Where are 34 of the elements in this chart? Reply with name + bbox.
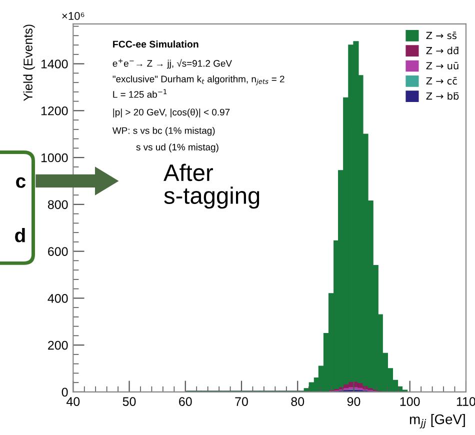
x-tick-label: 90 xyxy=(347,397,360,406)
legend-label: Z → dd̄ xyxy=(426,46,458,54)
x-tick-label: 100 xyxy=(400,397,420,406)
x-tick-label: 80 xyxy=(291,397,304,406)
text: d xyxy=(15,228,25,242)
x-tick-label: 40 xyxy=(66,397,80,406)
y-tick-label: 1000 xyxy=(41,153,68,162)
legend-label: Z → ss̄ xyxy=(426,32,456,40)
y-tick-label: 1200 xyxy=(41,106,68,116)
annotation: s vs ud (1% mistag) xyxy=(136,144,218,152)
annotation: WP: s vs bc (1% mistag) xyxy=(112,126,215,136)
x-tick-label: 50 xyxy=(122,397,136,406)
x-axis-title: m$_{jj}$ [GeV] xyxy=(410,414,465,428)
y-axis-title: Yield (Events) xyxy=(23,24,35,101)
legend-label: Z → cc̄ xyxy=(426,77,457,85)
y-tick-label: 1400 xyxy=(41,60,68,68)
legend-label: Z → uū xyxy=(426,62,458,70)
annotation: L = 125 ab$^{−1}$ xyxy=(113,89,167,98)
annotation: After s-tagging xyxy=(164,164,260,209)
y-tick-label: 200 xyxy=(48,340,68,350)
annotation: FCC-ee Simulation xyxy=(113,40,198,48)
x-tick-label: 110 xyxy=(456,397,475,406)
x-tick-label: 70 xyxy=(235,397,248,406)
text: c xyxy=(16,177,26,188)
annotation: "exclusive" Durham k$_{t}$ algorithm, n$_{jets}$ = 2 xyxy=(112,75,284,86)
y-tick-label: 600 xyxy=(48,247,68,256)
annotation: e$^{+}$e$^{−}$→ Z → jj, √s=91.2 GeV xyxy=(112,58,232,69)
y-tick-label: 0 xyxy=(62,388,68,397)
text: ×10⁶ xyxy=(62,12,84,20)
legend-label: Z → bb̄ xyxy=(426,92,459,100)
x-tick-label: 60 xyxy=(179,397,192,406)
annotation: |p| > 20 GeV, |cos(θ)| < 0.97 xyxy=(113,108,230,118)
y-tick-label: 400 xyxy=(48,294,68,303)
y-tick-label: 800 xyxy=(48,200,68,210)
